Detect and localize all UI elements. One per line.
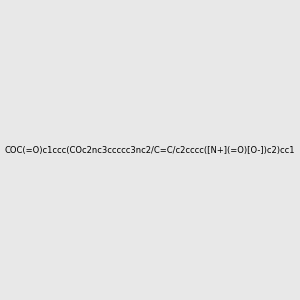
Text: COC(=O)c1ccc(COc2nc3ccccc3nc2/C=C/c2cccc([N+](=O)[O-])c2)cc1: COC(=O)c1ccc(COc2nc3ccccc3nc2/C=C/c2cccc…	[5, 146, 295, 154]
